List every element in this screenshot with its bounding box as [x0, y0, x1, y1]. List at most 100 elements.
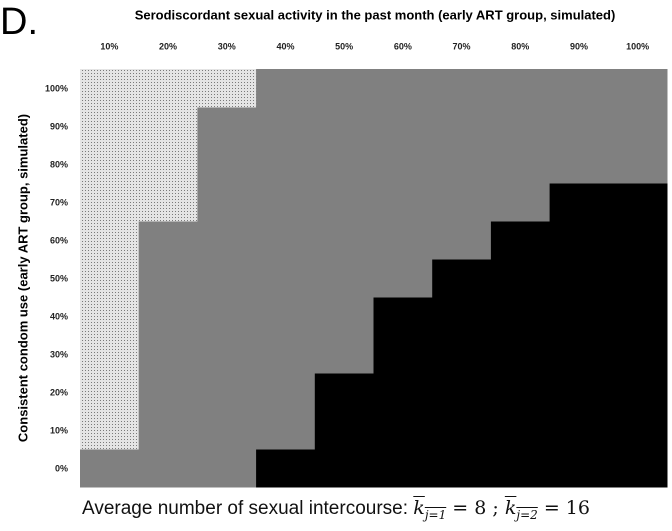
cell	[608, 107, 668, 146]
cell	[197, 297, 257, 336]
cell	[608, 69, 668, 108]
cell	[549, 297, 609, 336]
cell	[314, 183, 374, 222]
cell	[256, 411, 316, 450]
cell	[197, 259, 257, 298]
cell	[314, 145, 374, 184]
cell	[549, 335, 609, 374]
cell	[608, 449, 668, 488]
cell	[373, 373, 433, 412]
cell	[138, 183, 198, 222]
cell	[197, 145, 257, 184]
y-tick-label: 10%	[50, 425, 68, 435]
cell	[490, 69, 551, 108]
subscript: j=1	[424, 507, 447, 522]
cell	[138, 411, 198, 450]
cell	[138, 145, 198, 184]
cell	[256, 297, 316, 336]
cell	[432, 411, 492, 450]
cell	[490, 411, 551, 450]
cell	[80, 107, 140, 146]
cell	[373, 449, 433, 488]
cell	[138, 335, 198, 374]
x-tick-label: 10%	[100, 41, 118, 51]
cell	[549, 69, 609, 108]
x-tick-label: 50%	[335, 41, 353, 51]
cell	[608, 183, 668, 222]
cell	[80, 221, 140, 260]
y-axis-label: Consistent condom use (early ART group, …	[15, 114, 30, 442]
cell	[314, 373, 374, 412]
cell	[432, 259, 492, 298]
cell	[256, 69, 316, 108]
cell	[490, 297, 551, 336]
cell	[373, 297, 433, 336]
x-tick-label: 100%	[626, 41, 649, 51]
panel-label: D.	[0, 1, 38, 43]
cell	[608, 259, 668, 298]
x-tick-label: 30%	[218, 41, 236, 51]
cell	[549, 183, 609, 222]
cell	[80, 373, 140, 412]
cell	[373, 221, 433, 260]
cell	[314, 411, 374, 450]
cell	[549, 221, 609, 260]
cell	[256, 449, 316, 488]
chart: D. Serodiscordant sexual activity in the…	[0, 1, 668, 488]
cell	[314, 107, 374, 146]
cell	[256, 373, 316, 412]
cell	[549, 449, 609, 488]
footer: Average number of sexual intercourse: kj…	[0, 497, 672, 522]
cell	[608, 411, 668, 450]
cell	[373, 107, 433, 146]
y-tick-label: 80%	[50, 159, 68, 169]
cell	[314, 335, 374, 374]
cell	[80, 69, 140, 108]
cell	[197, 449, 257, 488]
cell	[490, 183, 551, 222]
symbol: k	[413, 497, 425, 519]
cell	[549, 107, 609, 146]
cell	[373, 259, 433, 298]
y-tick-label: 40%	[50, 311, 68, 321]
cell	[138, 259, 198, 298]
value: 8	[474, 497, 487, 519]
footer-label: Average number of sexual intercourse:	[82, 498, 409, 519]
y-tick-label: 70%	[50, 197, 68, 207]
subscript: j=2	[516, 507, 538, 522]
symbol: k	[504, 497, 517, 519]
cell	[314, 259, 374, 298]
cell	[373, 335, 433, 374]
cell	[432, 69, 492, 108]
cell	[80, 449, 140, 488]
x-tick-label: 80%	[511, 41, 529, 51]
cell	[80, 411, 140, 450]
cell	[432, 335, 492, 374]
cell	[432, 183, 492, 222]
cell	[490, 221, 551, 260]
y-tick-label: 30%	[50, 349, 68, 359]
cell	[432, 221, 492, 260]
cell	[197, 69, 257, 108]
y-tick-label: 0%	[55, 463, 68, 473]
cell	[80, 259, 140, 298]
eq: =	[543, 497, 560, 519]
y-tick-label: 100%	[45, 83, 68, 93]
cell	[432, 145, 492, 184]
cell	[549, 411, 609, 450]
cell	[490, 107, 551, 146]
cell	[608, 335, 668, 374]
cell	[138, 221, 198, 260]
cell	[138, 69, 198, 108]
x-tick-label: 20%	[159, 41, 177, 51]
cell	[432, 449, 492, 488]
cell	[80, 183, 140, 222]
y-tick-label: 50%	[50, 273, 68, 283]
cell	[549, 145, 609, 184]
value: 16	[565, 497, 590, 519]
cell	[608, 145, 668, 184]
cell	[490, 259, 551, 298]
cell	[256, 335, 316, 374]
x-tick-label: 60%	[394, 41, 412, 51]
